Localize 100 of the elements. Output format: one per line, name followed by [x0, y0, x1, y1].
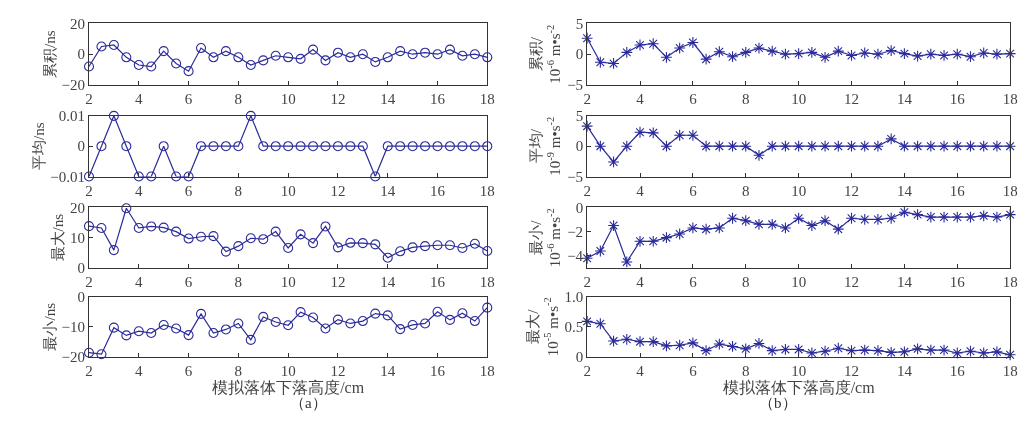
point [951, 211, 964, 223]
x-tick-label: 16 [430, 274, 446, 290]
point [647, 37, 660, 50]
point [964, 50, 977, 63]
point [885, 212, 898, 225]
point [938, 49, 950, 62]
point [977, 347, 990, 359]
point [96, 141, 107, 152]
point [766, 140, 779, 153]
point [283, 141, 294, 152]
point [819, 140, 832, 153]
point [171, 323, 182, 334]
point [320, 221, 331, 232]
point [96, 349, 107, 360]
point [700, 140, 713, 153]
x-tick-label: 10 [791, 91, 807, 108]
x-tick-label: 18 [479, 91, 495, 108]
point [686, 36, 699, 49]
point [407, 242, 418, 253]
x-tick-label: 14 [380, 274, 396, 290]
point [121, 203, 132, 214]
point [634, 335, 646, 348]
point [594, 245, 607, 257]
x-tick-label: 18 [1002, 91, 1018, 108]
x-tick-label: 6 [689, 362, 698, 379]
x-tick-label: 14 [380, 91, 396, 108]
x-axis-title: 模拟落体下落高度/cm [212, 378, 365, 396]
point [320, 323, 331, 334]
y-tick-label: 5 [575, 15, 584, 32]
point [146, 327, 157, 339]
point [911, 140, 924, 153]
x-tick-label: 10 [280, 274, 296, 290]
point [332, 47, 343, 58]
point [121, 52, 132, 63]
x-tick-label: 14 [380, 182, 396, 199]
point [990, 48, 1003, 61]
point [858, 140, 871, 153]
x-axis-title: 模拟落体下落高度/cm [722, 378, 876, 396]
y-tick-label: 1.0 [564, 289, 584, 306]
point [108, 39, 119, 51]
point [581, 120, 594, 133]
point [686, 129, 699, 142]
point [779, 140, 792, 153]
point [370, 239, 381, 250]
y-axis-title: 最大/ns [50, 213, 67, 262]
point [990, 345, 1003, 358]
x-tick-label: 12 [844, 182, 860, 199]
point [753, 337, 765, 350]
point [739, 140, 752, 153]
x-tick-label: 10 [280, 91, 296, 108]
y-axis-title: 最小/ns [41, 302, 58, 351]
x-tick-label: 12 [330, 362, 346, 379]
point [858, 47, 871, 59]
point [482, 52, 493, 63]
y-tick-label: 10 [70, 229, 85, 246]
point [220, 324, 231, 335]
point [382, 252, 393, 263]
point [482, 302, 493, 313]
x-tick-label: 14 [380, 362, 396, 379]
point [320, 55, 331, 66]
point [938, 344, 950, 356]
point [357, 238, 368, 249]
point [407, 141, 418, 152]
point [469, 238, 480, 249]
point [898, 47, 911, 60]
point [620, 255, 633, 268]
point [753, 218, 765, 231]
point [872, 344, 884, 357]
point [594, 56, 607, 69]
point [183, 171, 194, 182]
point [245, 334, 256, 345]
point [832, 45, 845, 58]
point [121, 141, 132, 152]
point [420, 241, 431, 252]
point [208, 231, 219, 242]
point [647, 335, 660, 348]
point [594, 140, 607, 153]
y-tick-label: 0 [575, 138, 584, 155]
point [382, 141, 393, 152]
point [295, 53, 306, 64]
point [308, 238, 319, 249]
x-tick-label: 8 [234, 362, 243, 379]
x-tick-label: 4 [636, 182, 645, 199]
point [673, 129, 686, 142]
x-tick-label: 6 [184, 274, 193, 290]
point [819, 51, 832, 64]
point [686, 222, 699, 234]
point [482, 141, 493, 152]
point [158, 141, 169, 152]
x-tick-label: 2 [85, 91, 93, 108]
point [220, 46, 231, 57]
point [634, 39, 646, 51]
y-tick-label: 0 [77, 289, 85, 306]
point [270, 141, 281, 152]
point [977, 47, 990, 59]
x-tick-label: 18 [479, 362, 495, 379]
y-tick-label: 0.5 [564, 318, 584, 335]
point [444, 141, 456, 152]
point [660, 339, 673, 352]
x-tick-label: 2 [85, 182, 93, 199]
